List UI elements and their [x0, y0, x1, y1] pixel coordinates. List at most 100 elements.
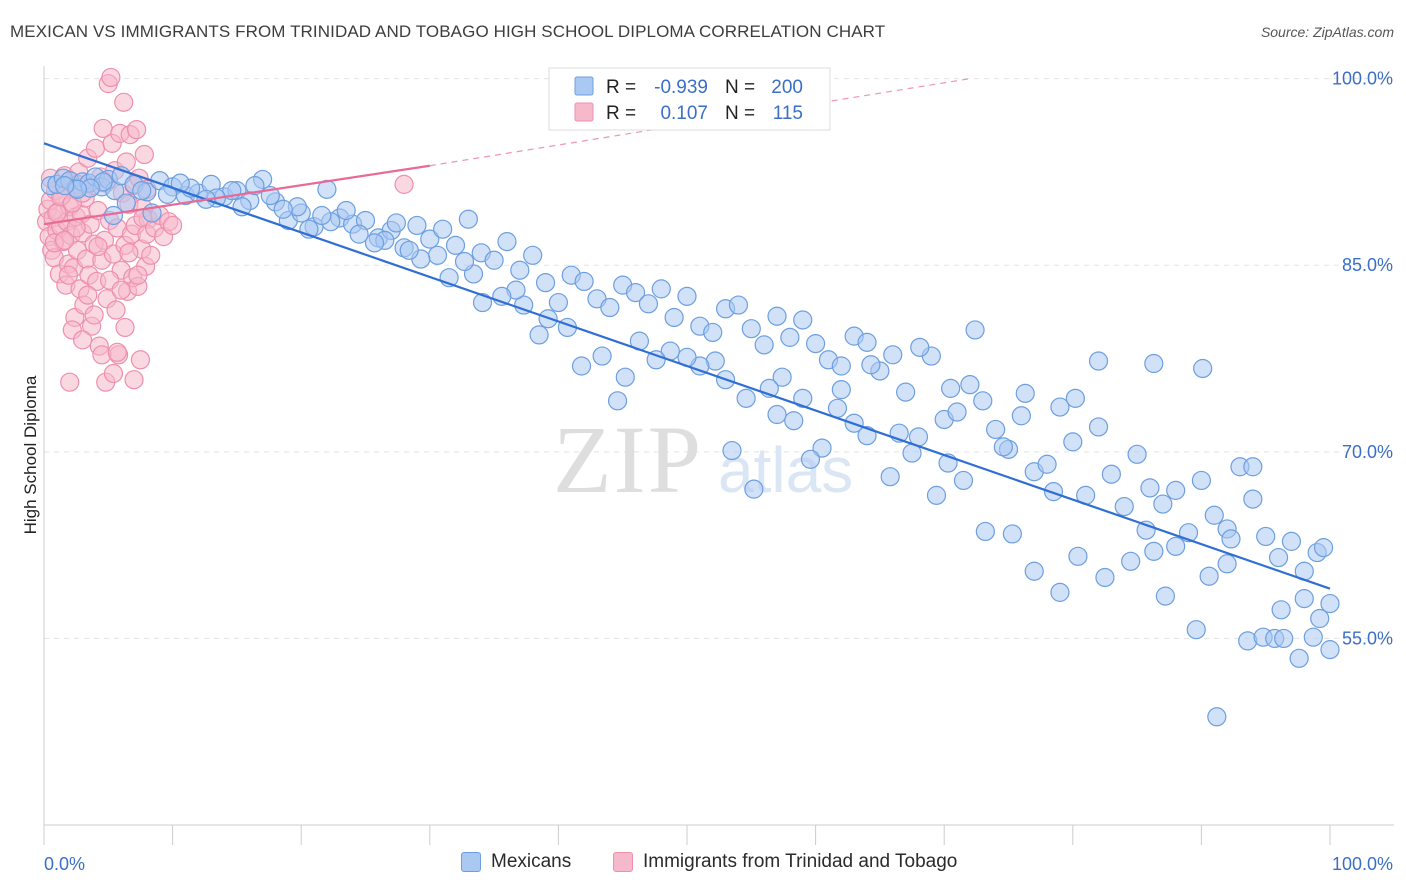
mexicans-point-76 — [947, 402, 967, 422]
trinidad-point-104 — [163, 215, 183, 236]
mexicans-point-156 — [857, 426, 877, 446]
mexicans-point-95 — [1191, 470, 1212, 491]
bottom-legend-swatch-blue — [461, 852, 481, 872]
legend-r-label-1: R = — [606, 77, 636, 98]
mexicans-point-89 — [1114, 496, 1134, 517]
legend-n-label-1: N = — [725, 77, 755, 98]
mexicans-point-115 — [965, 320, 985, 340]
mexicans-point-164 — [736, 388, 756, 408]
mexicans-point-77 — [960, 375, 980, 395]
mexicans-point-90 — [1127, 444, 1147, 464]
legend-swatch-blue — [574, 76, 594, 96]
mexicans-point-184 — [454, 251, 475, 272]
trinidad-point-94 — [119, 243, 139, 263]
y-axis-label: High School Diploma — [21, 375, 40, 534]
trinidad-point-85 — [84, 305, 104, 325]
trinidad-point-83 — [72, 330, 93, 350]
mexicans-point-113 — [910, 337, 930, 357]
mexicans-point-62 — [767, 306, 787, 326]
trend-lines — [43, 78, 1331, 590]
mexicans-point-99 — [1243, 489, 1263, 509]
mexicans-point-45 — [548, 292, 569, 313]
y-tick-label-2: 85.0% — [1342, 255, 1393, 275]
mexicans-point-151 — [953, 470, 974, 491]
mexicans-point-37 — [445, 235, 466, 255]
mexicans-point-69 — [857, 332, 877, 352]
mexicans-point-121 — [1121, 551, 1141, 571]
mexicans-point-158 — [827, 398, 848, 418]
mexicans-point-172 — [615, 367, 635, 387]
mexicans-point-189 — [386, 213, 406, 233]
mexicans-point-52 — [638, 294, 659, 314]
mexicans-point-71 — [883, 345, 903, 365]
mexicans-point-106 — [722, 440, 742, 461]
bottom-legend: Mexicans Immigrants from Trinidad and To… — [0, 851, 1406, 877]
mexicans-point-63 — [780, 327, 800, 347]
mexicans-point-35 — [420, 229, 440, 249]
mexicans-point-67 — [831, 356, 851, 376]
mexicans-point-101 — [1268, 547, 1289, 568]
bottom-legend-item-mexicans: Mexicans — [461, 851, 571, 873]
mexicans-point-182 — [472, 292, 493, 313]
mexicans-point-34 — [407, 215, 427, 236]
watermark-zip: ZIP — [553, 406, 703, 513]
watermark: ZIP atlas — [553, 406, 853, 513]
trinidad-point-60 — [114, 92, 134, 112]
mexicans-point-102 — [1281, 531, 1302, 551]
mexicans-point-122 — [1144, 353, 1164, 374]
mexicans-point-145 — [1095, 567, 1115, 588]
mexicans-point-117 — [1015, 383, 1035, 403]
mexicans-point-178 — [529, 325, 549, 345]
mexicans-point-186 — [427, 245, 448, 265]
trinidad-point-86 — [88, 236, 108, 257]
mexicans-point-149 — [1002, 524, 1022, 544]
mexicans-point-54 — [664, 307, 684, 328]
trinidad-point-54 — [106, 300, 126, 320]
legend: R = -0.939 N = 200 R = 0.107 N = 115 — [548, 67, 831, 131]
mexicans-point-128 — [1294, 589, 1314, 609]
legend-r-label-2: R = — [606, 103, 636, 124]
mexicans-trend-line — [43, 142, 1331, 590]
mexicans-point-110 — [831, 380, 851, 400]
legend-n-value-2: 115 — [773, 103, 803, 124]
axes — [43, 66, 1394, 845]
mexicans-point-206 — [170, 173, 190, 193]
bottom-legend-swatch-pink — [613, 852, 633, 872]
bottom-legend-item-trinidad: Immigrants from Trinidad and Tobago — [613, 851, 957, 873]
mexicans-point-78 — [973, 391, 993, 411]
mexicans-point-138 — [1303, 627, 1323, 647]
mexicans-point-44 — [535, 273, 556, 293]
mexicans-point-131 — [1199, 566, 1219, 586]
mexicans-point-198 — [273, 199, 293, 219]
trinidad-point-95 — [124, 370, 144, 390]
mexicans-point-43 — [523, 245, 543, 265]
mexicans-point-209 — [132, 181, 152, 201]
mexicans-point-59 — [728, 295, 749, 315]
bottom-legend-label-trinidad: Immigrants from Trinidad and Tobago — [643, 851, 958, 872]
trinidad-point-50 — [101, 67, 121, 88]
mexicans-point-81 — [1011, 406, 1031, 426]
trinidad-trend-line — [43, 164, 430, 226]
mexicans-point-195 — [312, 205, 332, 226]
mexicans-point-173 — [607, 391, 628, 411]
trinidad-point-108 — [47, 203, 67, 223]
mexicans-point-192 — [349, 224, 369, 244]
mexicans-point-140 — [1320, 640, 1340, 660]
y-tick-label-1: 70.0% — [1342, 442, 1393, 462]
legend-swatch-pink — [574, 102, 594, 122]
mexicans-point-93 — [1166, 480, 1186, 500]
mexicans-point-125 — [1221, 529, 1241, 549]
mexicans-point-191 — [364, 233, 385, 253]
mexicans-point-105 — [1320, 593, 1340, 614]
mexicans-point-116 — [993, 437, 1013, 457]
trinidad-trend-extension — [429, 78, 971, 167]
mexicans-point-136 — [1274, 628, 1294, 649]
mexicans-point-215 — [54, 176, 75, 196]
mexicans-point-153 — [926, 485, 947, 505]
grid-lines — [44, 78, 1394, 639]
mexicans-point-159 — [812, 438, 832, 458]
legend-r-value-2: 0.107 — [660, 103, 708, 124]
mexicans-point-155 — [880, 467, 900, 487]
mexicans-point-132 — [1217, 554, 1237, 574]
